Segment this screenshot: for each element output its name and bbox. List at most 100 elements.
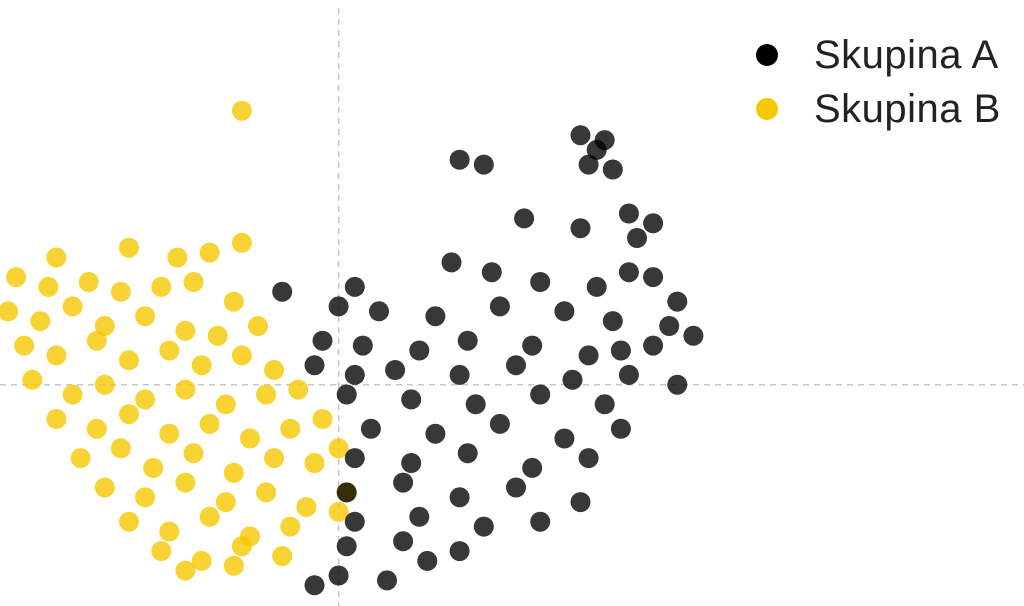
point-skupina-a — [336, 384, 357, 405]
point-skupina-b — [175, 472, 196, 493]
point-skupina-a — [610, 418, 631, 439]
point-skupina-a — [457, 330, 478, 351]
point-skupina-b — [119, 511, 139, 532]
point-skupina-b — [199, 242, 220, 263]
point-skupina-b — [151, 276, 172, 297]
point-skupina-b — [199, 506, 220, 527]
point-skupina-a — [570, 218, 591, 239]
point-skupina-a — [465, 394, 486, 415]
point-skupina-a — [328, 296, 349, 317]
point-skupina-a — [610, 340, 631, 361]
point-skupina-b — [94, 374, 115, 395]
point-skupina-a — [530, 511, 551, 532]
point-skupina-a — [578, 345, 599, 366]
point-skupina-a — [304, 575, 325, 596]
point-skupina-a — [667, 291, 688, 312]
point-skupina-b — [223, 291, 244, 312]
point-skupina-b — [328, 438, 349, 459]
point-skupina-a — [562, 369, 583, 390]
point-skupina-a — [643, 267, 664, 288]
point-skupina-a — [441, 252, 462, 273]
point-skupina-a — [554, 301, 575, 322]
point-skupina-a — [530, 384, 551, 405]
point-skupina-a — [570, 125, 591, 146]
data-points — [0, 100, 704, 596]
point-skupina-b — [22, 369, 43, 390]
legend-marker-icon — [756, 98, 778, 120]
point-skupina-a — [417, 550, 438, 571]
point-skupina-a — [473, 154, 494, 175]
point-skupina-a — [618, 203, 639, 224]
point-skupina-b — [223, 462, 244, 483]
point-skupina-b — [296, 497, 317, 517]
point-skupina-b — [135, 306, 156, 327]
point-skupina-b — [151, 541, 172, 562]
point-skupina-b — [94, 477, 115, 498]
point-skupina-b — [280, 418, 301, 439]
point-skupina-b — [0, 301, 19, 322]
point-skupina-a — [506, 477, 526, 498]
point-skupina-a — [344, 511, 365, 532]
point-skupina-b — [46, 247, 67, 268]
point-skupina-a — [344, 276, 365, 297]
point-skupina-b — [175, 560, 196, 581]
point-skupina-a — [530, 272, 551, 292]
point-skupina-b — [94, 316, 115, 336]
point-skupina-b — [86, 418, 107, 439]
point-skupina-b — [231, 536, 252, 557]
point-skupina-a — [457, 443, 478, 464]
point-skupina-a — [489, 413, 510, 434]
point-skupina-a — [369, 301, 389, 322]
point-skupina-b — [312, 409, 333, 429]
point-skupina-a — [360, 418, 381, 439]
legend-item-skupina-b: Skupina B — [748, 82, 1001, 136]
point-skupina-a — [449, 487, 470, 508]
point-skupina-a — [377, 570, 397, 591]
point-skupina-b — [231, 232, 252, 253]
point-skupina-b — [159, 423, 180, 444]
point-skupina-b — [248, 316, 268, 336]
point-skupina-a — [393, 531, 414, 552]
point-skupina-a — [401, 389, 422, 410]
point-skupina-b — [167, 247, 188, 268]
point-skupina-b — [183, 272, 204, 292]
point-skupina-a — [489, 296, 510, 317]
point-skupina-b — [272, 546, 293, 566]
point-skupina-a — [627, 228, 647, 248]
point-skupina-b — [304, 453, 325, 473]
point-skupina-a — [643, 213, 664, 234]
point-skupina-a — [393, 472, 414, 493]
point-skupina-a — [618, 262, 639, 283]
point-skupina-b — [30, 311, 51, 332]
point-skupina-b — [231, 345, 252, 366]
point-skupina-b — [135, 389, 156, 410]
point-skupina-a — [659, 316, 680, 336]
point-skupina-a — [449, 364, 470, 385]
point-skupina-b — [207, 325, 228, 346]
point-skupina-b — [14, 335, 35, 356]
point-skupina-b — [215, 394, 236, 415]
point-skupina-a — [594, 394, 615, 415]
point-skupina-b — [110, 281, 131, 302]
point-skupina-b — [159, 521, 180, 542]
point-skupina-b — [38, 276, 59, 297]
point-skupina-b — [78, 272, 99, 292]
point-skupina-a — [522, 335, 543, 356]
point-skupina-b — [46, 409, 67, 429]
point-skupina-a — [602, 159, 623, 180]
point-skupina-a — [344, 364, 365, 385]
point-skupina-b — [256, 482, 277, 503]
point-skupina-b — [231, 100, 252, 121]
point-skupina-a — [643, 335, 664, 356]
point-skupina-a — [683, 325, 704, 346]
legend-marker-icon — [756, 44, 778, 66]
point-skupina-b — [256, 384, 277, 405]
point-skupina-a — [667, 374, 688, 395]
point-skupina-b — [70, 448, 91, 469]
point-skupina-b — [110, 438, 131, 459]
point-skupina-a — [344, 448, 365, 469]
point-skupina-b — [191, 550, 212, 571]
point-skupina-a — [449, 541, 470, 562]
point-skupina-b — [119, 350, 139, 371]
